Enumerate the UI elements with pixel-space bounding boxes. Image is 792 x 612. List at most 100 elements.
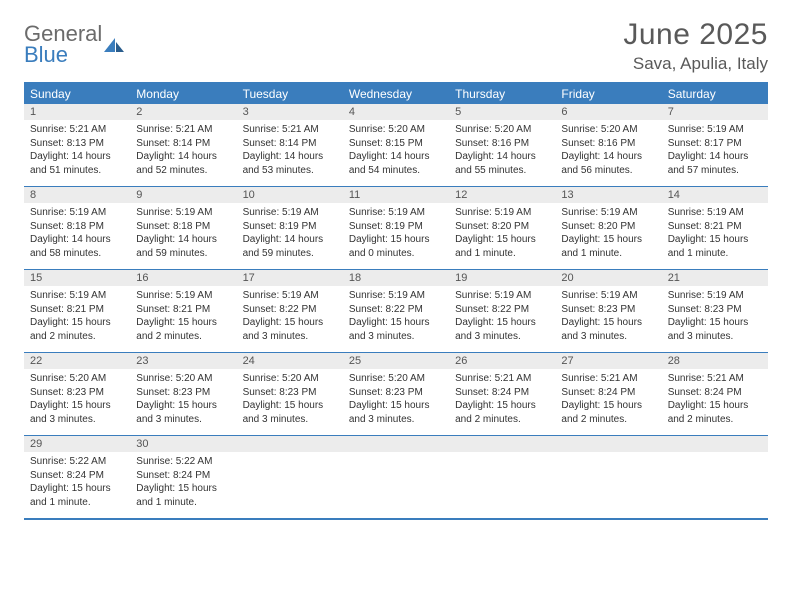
day-cell: 18Sunrise: 5:19 AMSunset: 8:22 PMDayligh… [343, 270, 449, 352]
sunset-line: Sunset: 8:19 PM [243, 220, 337, 234]
day-cell: 1Sunrise: 5:21 AMSunset: 8:13 PMDaylight… [24, 104, 130, 186]
daylight-line: Daylight: 15 hours and 3 minutes. [668, 316, 762, 343]
sunset-line: Sunset: 8:18 PM [30, 220, 124, 234]
sunset-line: Sunset: 8:24 PM [561, 386, 655, 400]
day-cell [343, 436, 449, 518]
sunrise-line: Sunrise: 5:20 AM [561, 123, 655, 137]
daylight-line: Daylight: 15 hours and 2 minutes. [668, 399, 762, 426]
day-number: 25 [343, 353, 449, 369]
day-cell: 11Sunrise: 5:19 AMSunset: 8:19 PMDayligh… [343, 187, 449, 269]
sunrise-line: Sunrise: 5:19 AM [668, 206, 762, 220]
day-cell: 3Sunrise: 5:21 AMSunset: 8:14 PMDaylight… [237, 104, 343, 186]
day-cell: 7Sunrise: 5:19 AMSunset: 8:17 PMDaylight… [662, 104, 768, 186]
sunset-line: Sunset: 8:23 PM [349, 386, 443, 400]
day-number: 27 [555, 353, 661, 369]
day-cell [662, 436, 768, 518]
day-body: Sunrise: 5:21 AMSunset: 8:24 PMDaylight:… [449, 369, 555, 430]
daylight-line: Daylight: 15 hours and 3 minutes. [30, 399, 124, 426]
day-number: 23 [130, 353, 236, 369]
day-cell: 8Sunrise: 5:19 AMSunset: 8:18 PMDaylight… [24, 187, 130, 269]
day-body: Sunrise: 5:20 AMSunset: 8:15 PMDaylight:… [343, 120, 449, 181]
day-number: 17 [237, 270, 343, 286]
calendar: SundayMondayTuesdayWednesdayThursdayFrid… [24, 82, 768, 520]
sunrise-line: Sunrise: 5:21 AM [243, 123, 337, 137]
sunrise-line: Sunrise: 5:19 AM [668, 123, 762, 137]
day-cell: 24Sunrise: 5:20 AMSunset: 8:23 PMDayligh… [237, 353, 343, 435]
logo-text: General Blue [24, 24, 102, 66]
day-cell: 17Sunrise: 5:19 AMSunset: 8:22 PMDayligh… [237, 270, 343, 352]
sunrise-line: Sunrise: 5:19 AM [455, 289, 549, 303]
day-body: Sunrise: 5:19 AMSunset: 8:21 PMDaylight:… [24, 286, 130, 347]
day-body: Sunrise: 5:19 AMSunset: 8:18 PMDaylight:… [24, 203, 130, 264]
sunrise-line: Sunrise: 5:20 AM [455, 123, 549, 137]
day-number: 3 [237, 104, 343, 120]
daylight-line: Daylight: 15 hours and 1 minute. [561, 233, 655, 260]
day-body: Sunrise: 5:19 AMSunset: 8:20 PMDaylight:… [555, 203, 661, 264]
day-number: 21 [662, 270, 768, 286]
day-number-empty [237, 436, 343, 452]
day-cell: 12Sunrise: 5:19 AMSunset: 8:20 PMDayligh… [449, 187, 555, 269]
daylight-line: Daylight: 15 hours and 2 minutes. [561, 399, 655, 426]
day-cell: 16Sunrise: 5:19 AMSunset: 8:21 PMDayligh… [130, 270, 236, 352]
daylight-line: Daylight: 14 hours and 56 minutes. [561, 150, 655, 177]
day-body: Sunrise: 5:19 AMSunset: 8:22 PMDaylight:… [449, 286, 555, 347]
day-body: Sunrise: 5:20 AMSunset: 8:23 PMDaylight:… [130, 369, 236, 430]
daylight-line: Daylight: 14 hours and 57 minutes. [668, 150, 762, 177]
month-title: June 2025 [623, 18, 768, 52]
sunset-line: Sunset: 8:23 PM [668, 303, 762, 317]
day-number-empty [662, 436, 768, 452]
sunset-line: Sunset: 8:14 PM [243, 137, 337, 151]
sunset-line: Sunset: 8:14 PM [136, 137, 230, 151]
day-cell: 9Sunrise: 5:19 AMSunset: 8:18 PMDaylight… [130, 187, 236, 269]
daylight-line: Daylight: 15 hours and 3 minutes. [349, 399, 443, 426]
sunrise-line: Sunrise: 5:21 AM [668, 372, 762, 386]
day-body: Sunrise: 5:22 AMSunset: 8:24 PMDaylight:… [130, 452, 236, 513]
sunrise-line: Sunrise: 5:19 AM [349, 289, 443, 303]
sunrise-line: Sunrise: 5:20 AM [243, 372, 337, 386]
day-cell: 6 Sunrise: 5:20 AMSunset: 8:16 PMDaylight… [555, 104, 661, 186]
week-row: 29Sunrise: 5:22 AMSunset: 8:24 PMDayligh… [24, 435, 768, 518]
logo: General Blue [24, 24, 124, 66]
day-cell: 19Sunrise: 5:19 AMSunset: 8:22 PMDayligh… [449, 270, 555, 352]
sunset-line: Sunset: 8:20 PM [455, 220, 549, 234]
day-body: Sunrise: 5:19 AMSunset: 8:23 PMDaylight:… [555, 286, 661, 347]
day-body: Sunrise: 5:20 AMSunset: 8:23 PMDaylight:… [24, 369, 130, 430]
weeks-container: 1Sunrise: 5:21 AMSunset: 8:13 PMDaylight… [24, 104, 768, 518]
day-number: 6 [555, 104, 661, 120]
daylight-line: Daylight: 14 hours and 59 minutes. [136, 233, 230, 260]
day-number: 8 [24, 187, 130, 203]
day-cell [237, 436, 343, 518]
day-body: Sunrise: 5:20 AMSunset: 8:23 PMDaylight:… [237, 369, 343, 430]
day-cell [555, 436, 661, 518]
day-cell: 21Sunrise: 5:19 AMSunset: 8:23 PMDayligh… [662, 270, 768, 352]
day-body: Sunrise: 5:22 AMSunset: 8:24 PMDaylight:… [24, 452, 130, 513]
day-body: Sunrise: 5:19 AMSunset: 8:23 PMDaylight:… [662, 286, 768, 347]
sunset-line: Sunset: 8:20 PM [561, 220, 655, 234]
day-number: 12 [449, 187, 555, 203]
week-row: 15Sunrise: 5:19 AMSunset: 8:21 PMDayligh… [24, 269, 768, 352]
sunset-line: Sunset: 8:24 PM [136, 469, 230, 483]
sunset-line: Sunset: 8:22 PM [349, 303, 443, 317]
day-number: 29 [24, 436, 130, 452]
sunset-line: Sunset: 8:23 PM [30, 386, 124, 400]
sunset-line: Sunset: 8:16 PM [561, 137, 655, 151]
sunrise-line: Sunrise: 5:20 AM [136, 372, 230, 386]
day-number-empty [555, 436, 661, 452]
daylight-line: Daylight: 14 hours and 54 minutes. [349, 150, 443, 177]
day-cell [449, 436, 555, 518]
day-number-empty [449, 436, 555, 452]
sunset-line: Sunset: 8:24 PM [668, 386, 762, 400]
daylight-line: Daylight: 15 hours and 2 minutes. [30, 316, 124, 343]
day-number: 16 [130, 270, 236, 286]
day-body: Sunrise: 5:21 AMSunset: 8:24 PMDaylight:… [662, 369, 768, 430]
day-cell: 20Sunrise: 5:19 AMSunset: 8:23 PMDayligh… [555, 270, 661, 352]
sunset-line: Sunset: 8:22 PM [243, 303, 337, 317]
sunrise-line: Sunrise: 5:20 AM [349, 372, 443, 386]
daylight-line: Daylight: 14 hours and 55 minutes. [455, 150, 549, 177]
sunset-line: Sunset: 8:19 PM [349, 220, 443, 234]
sunrise-line: Sunrise: 5:19 AM [30, 206, 124, 220]
day-body: Sunrise: 5:19 AMSunset: 8:22 PMDaylight:… [343, 286, 449, 347]
sunset-line: Sunset: 8:16 PM [455, 137, 549, 151]
daylight-line: Daylight: 14 hours and 52 minutes. [136, 150, 230, 177]
day-cell: 5Sunrise: 5:20 AMSunset: 8:16 PMDaylight… [449, 104, 555, 186]
